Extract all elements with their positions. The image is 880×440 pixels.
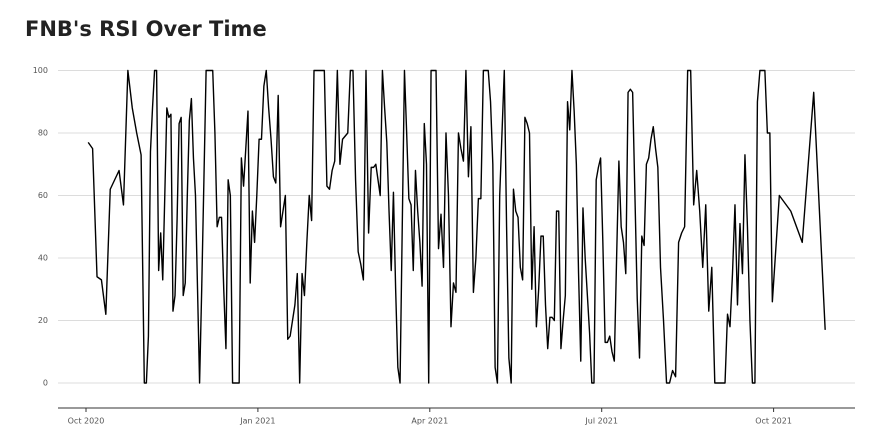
y-tick-label: 0 [43,379,48,388]
y-tick-label: 20 [38,316,48,325]
x-tick-label: Oct 2021 [755,417,792,426]
y-tick-label: 100 [33,66,48,75]
x-tick-label: Oct 2020 [68,417,105,426]
y-tick-label: 60 [38,191,48,200]
rsi-line [87,69,826,384]
chart-title: FNB's RSI Over Time [25,17,267,41]
x-tick-label: Apr 2021 [411,417,448,426]
y-tick-label: 80 [38,129,48,138]
x-tick-label: Jul 2021 [584,417,618,426]
x-tick-label: Jan 2021 [239,417,275,426]
y-tick-label: 40 [38,254,48,263]
